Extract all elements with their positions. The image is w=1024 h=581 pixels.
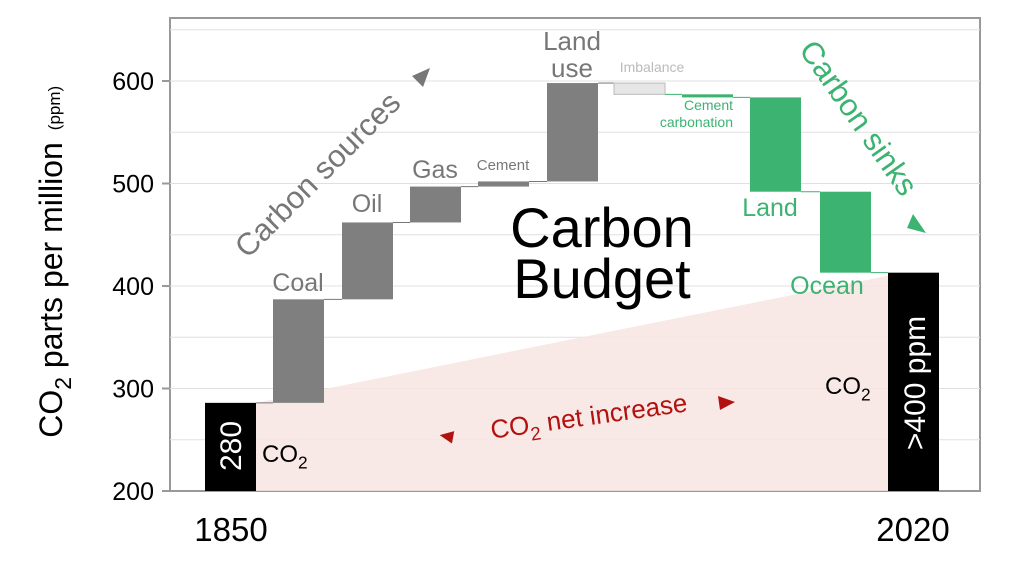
x-tick-label: 1850 <box>194 511 267 548</box>
axis-layer: 200 300 400 500 600 1850 2020 CO2 parts per mil… <box>33 68 950 548</box>
net-increase-area <box>256 275 888 491</box>
x-tick-label: 2020 <box>876 511 949 548</box>
source-label: Cement <box>477 157 530 174</box>
bar-sink-ocean <box>820 191 871 273</box>
bar-end-total <box>888 272 939 491</box>
carbon-sinks-arrow <box>907 214 926 233</box>
source-label-line: Land <box>543 26 601 56</box>
sink-label: Ocean <box>790 272 864 300</box>
bar-source-cement <box>478 181 529 187</box>
y-axis-label: CO2 parts per million <box>33 142 76 438</box>
sink-label-line: carbonation <box>660 114 733 130</box>
bars-layer <box>205 82 939 491</box>
source-label: Coal <box>272 269 323 297</box>
net-increase-arrow-left <box>439 431 455 444</box>
bar-sink-cement-carbonation <box>682 94 733 98</box>
y-tick-label: 400 <box>112 273 154 301</box>
end-total-value: >400 ppm <box>899 316 932 450</box>
bar-source-land-use <box>547 83 598 182</box>
bar-source-imbalance <box>614 83 665 95</box>
bar-source-oil <box>342 222 393 300</box>
y-tick-label: 200 <box>112 478 154 506</box>
y-axis-unit: (ppm) <box>45 86 64 130</box>
carbon-sources-arrow <box>412 68 430 87</box>
y-tick-label: 500 <box>112 171 154 199</box>
start-total-value: 280 <box>215 421 248 471</box>
bar-source-coal <box>273 299 324 403</box>
bar-source-gas <box>410 186 461 223</box>
sink-label: Land <box>742 194 798 222</box>
chart-title-line: Budget <box>513 247 691 310</box>
bar-sink-land <box>750 97 801 192</box>
y-tick-label: 300 <box>112 376 154 404</box>
source-label: Oil <box>352 190 383 218</box>
bar-start-total <box>205 402 256 491</box>
source-label: Gas <box>412 156 458 184</box>
source-label: Imbalance <box>620 59 685 75</box>
source-label-line: use <box>551 53 593 83</box>
start-total-co2-label: CO2 <box>262 441 308 473</box>
end-total-co2-label: CO2 <box>825 373 871 405</box>
y-tick-label: 600 <box>112 68 154 96</box>
bar-imbalance-outline <box>613 82 666 95</box>
net-increase-arrow-right <box>718 396 735 410</box>
net-increase-layer <box>256 275 888 491</box>
chart-title-line: Carbon <box>510 196 694 259</box>
sink-label-line: Cement <box>684 97 733 113</box>
